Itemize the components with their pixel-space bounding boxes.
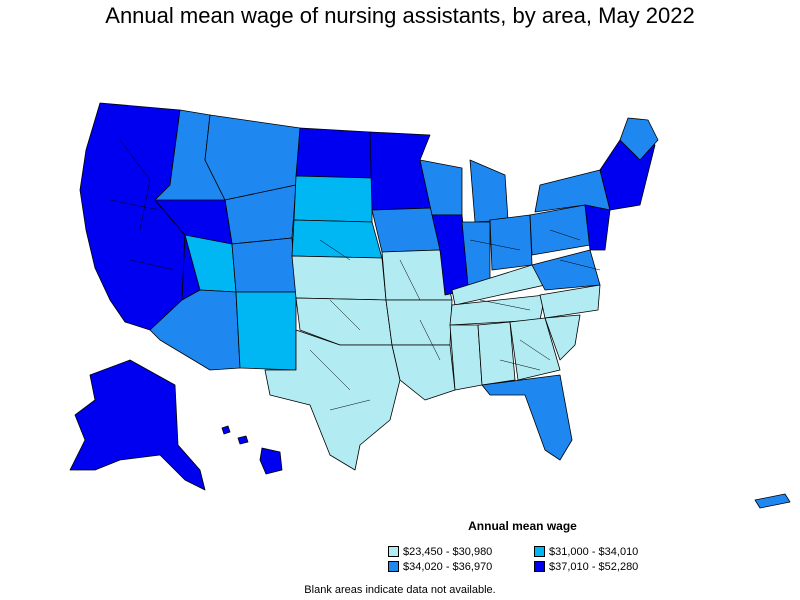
- region-nebraska: [291, 219, 383, 259]
- legend-swatch-high: [534, 560, 545, 572]
- region-maryland-nj: [584, 204, 611, 251]
- region-maine: [619, 117, 659, 161]
- legend-label-low: $23,450 - $30,980: [403, 546, 493, 558]
- region-michigan: [469, 159, 509, 223]
- legend-title: Annual mean wage: [468, 519, 577, 533]
- region-north-dakota: [295, 127, 373, 179]
- region-alabama: [477, 321, 516, 386]
- legend-swatch-mid-high: [388, 560, 399, 572]
- legend-item-mid-low: $31,000 - $34,010: [534, 545, 639, 560]
- region-hawaii-3: [259, 447, 283, 475]
- map-title: Annual mean wage of nursing assistants, …: [105, 3, 695, 28]
- legend-item-high: $37,010 - $52,280: [534, 560, 639, 575]
- region-iowa: [371, 207, 441, 253]
- region-louisiana: [391, 344, 456, 401]
- legend-item-low: $23,450 - $30,980: [388, 545, 493, 560]
- region-pennsylvania: [529, 204, 591, 256]
- region-hawaii-1: [221, 425, 231, 435]
- region-florida: [481, 374, 573, 461]
- footnote: Blank areas indicate data not available.: [304, 584, 496, 596]
- region-hawaii-2: [237, 435, 249, 445]
- region-south-carolina: [544, 314, 581, 361]
- legend-swatch-low: [388, 545, 399, 557]
- legend-label-high: $37,010 - $52,280: [549, 561, 639, 573]
- region-kansas: [291, 255, 387, 301]
- region-arkansas: [385, 299, 453, 346]
- region-alaska: [69, 359, 206, 491]
- region-new-mexico: [235, 291, 297, 371]
- region-mississippi: [449, 324, 483, 391]
- legend-item-mid-high: $34,020 - $36,970: [388, 560, 493, 575]
- region-south-dakota: [293, 175, 373, 223]
- legend-swatch-mid-low: [534, 545, 545, 557]
- region-new-york: [534, 169, 611, 213]
- map-regions: [69, 102, 791, 509]
- legend-label-mid-low: $31,000 - $34,010: [549, 546, 639, 558]
- region-ohio: [489, 214, 533, 271]
- region-virginia: [531, 249, 601, 291]
- legend-label-mid-high: $34,020 - $36,970: [403, 561, 493, 573]
- area-boundaries: [109, 139, 601, 411]
- region-puerto-rico: [754, 493, 791, 509]
- region-georgia: [509, 317, 561, 381]
- region-north-carolina: [539, 284, 601, 319]
- region-arizona: [149, 289, 241, 371]
- region-colorado: [231, 237, 297, 293]
